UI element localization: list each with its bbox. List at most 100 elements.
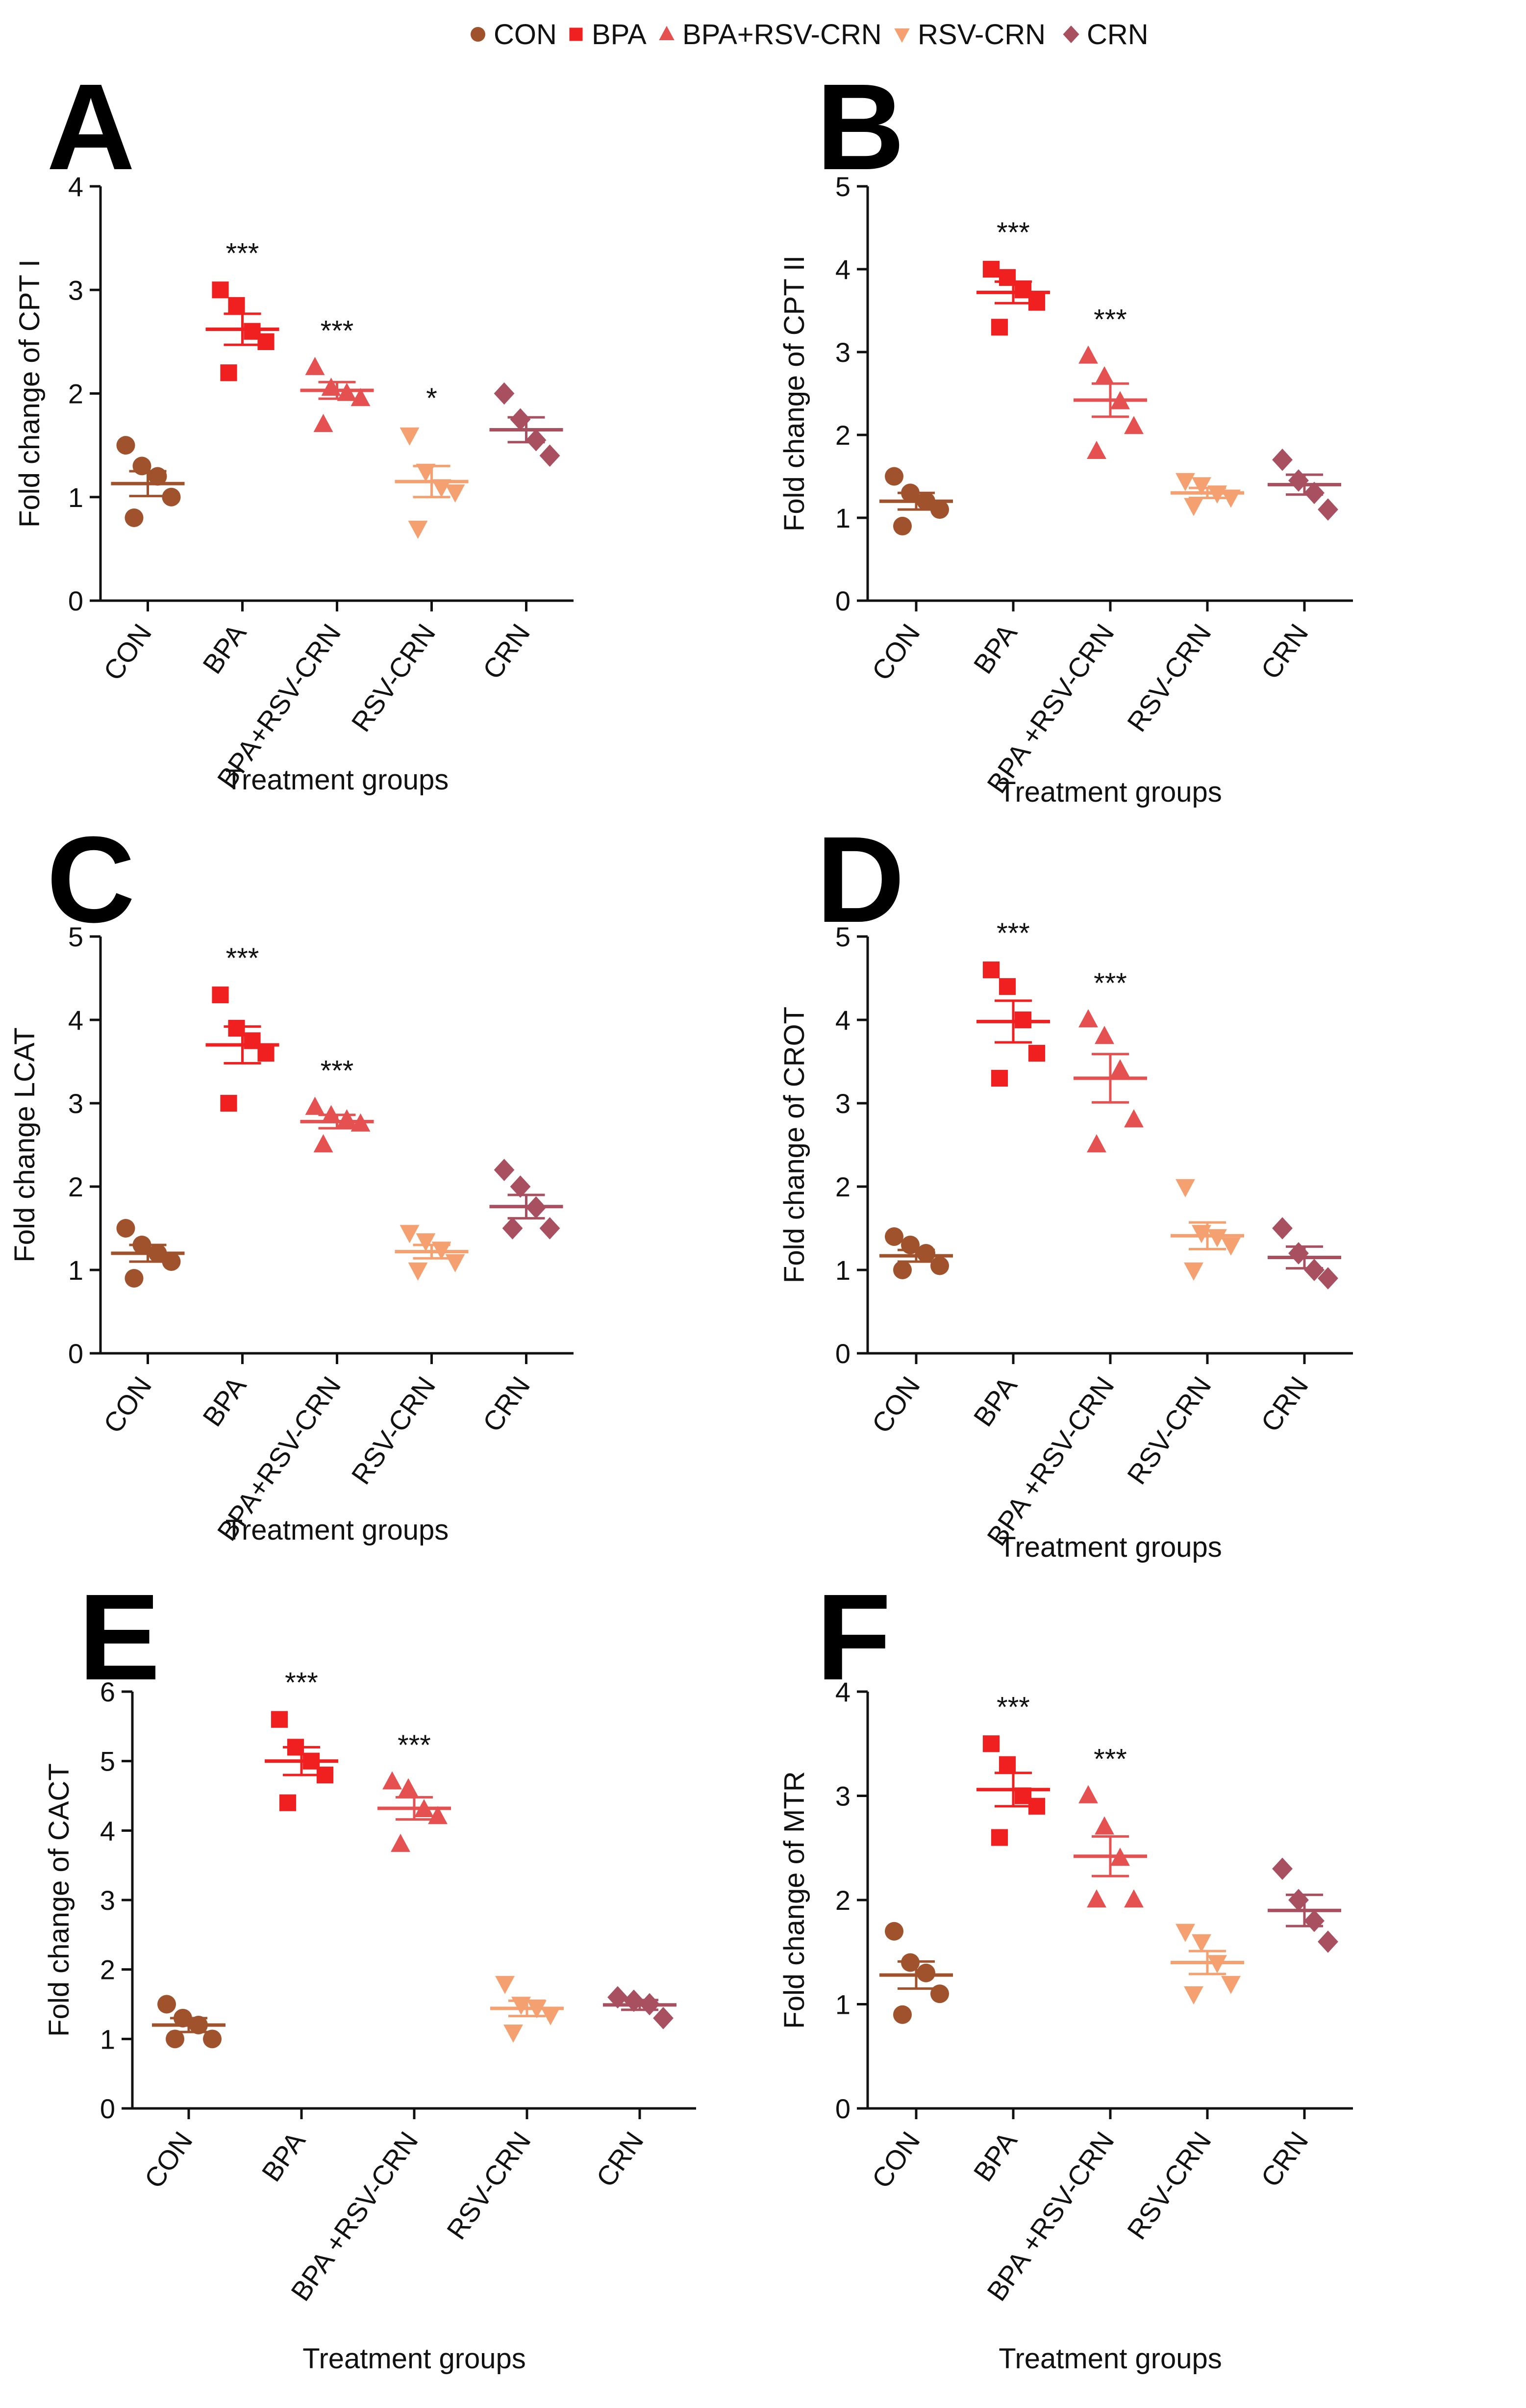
y-tick-label: 4 [835,254,851,285]
y-tick-label: 0 [835,585,851,616]
data-point [116,436,135,455]
y-tick-label: 6 [100,1676,115,1707]
series-bpa-rsv-crn: *** [1074,304,1147,459]
series-con [111,436,185,527]
data-point [1087,440,1106,459]
series-crn [489,382,563,467]
data-point [982,260,1000,278]
y-tick-label: 5 [68,921,83,952]
series-bpa-rsv-crn: *** [300,1055,374,1153]
data-point [428,1806,448,1825]
data-point [930,1256,949,1275]
data-point [539,1217,560,1240]
series-bpa: *** [265,1667,338,1811]
data-point [885,467,903,486]
data-point [503,2024,523,2043]
data-point [525,429,547,452]
data-point [228,297,245,314]
y-tick-label: 2 [835,1171,851,1202]
y-tick-label: 3 [835,1781,851,1812]
data-point [271,1711,288,1728]
data-point [257,333,275,350]
significance-label: *** [226,942,259,974]
x-axis-title: Treatment groups [999,1531,1222,1563]
y-tick-label: 5 [835,921,851,952]
data-point [1318,1930,1338,1953]
data-point [991,319,1008,336]
data-point [917,1244,935,1263]
data-point [391,1833,410,1852]
data-point [1304,1259,1325,1281]
data-point [991,1069,1008,1087]
data-point [1192,1934,1211,1952]
significance-label: *** [226,237,259,269]
y-tick-label: 4 [68,1005,83,1036]
data-point [1184,498,1203,516]
data-point [653,2007,674,2029]
data-point [116,1219,135,1238]
data-point [257,1044,275,1062]
series-bpa: *** [976,917,1050,1087]
panel-letter: C [47,811,135,948]
data-point [991,1829,1008,1846]
data-point [495,1976,515,1994]
data-point [1318,498,1338,521]
series-bpa: *** [976,217,1050,336]
y-tick-label: 3 [835,337,851,368]
data-point [917,1963,935,1982]
data-point [1124,416,1144,434]
data-point [431,479,451,498]
data-point [930,500,949,519]
data-point [1078,1785,1098,1803]
legend-item-rsv-crn: RSV-CRN [894,19,1046,51]
data-point [1318,1267,1338,1290]
series-rsv-crn: * [395,382,469,539]
y-tick-label: 0 [100,2093,115,2124]
legend-label: BPA+RSV-CRN [682,19,882,51]
series-crn [1268,448,1341,521]
data-point [1095,1816,1114,1835]
y-tick-label: 2 [100,1954,115,1985]
data-point [982,961,1000,979]
series-crn [489,1159,563,1240]
series-con [879,467,953,535]
significance-label: *** [398,1729,431,1761]
x-axis-title: Treatment groups [302,2343,526,2375]
data-point [1078,345,1098,364]
data-point [313,414,333,432]
data-point [1176,1179,1195,1197]
data-point [445,484,465,503]
data-point [212,281,229,299]
panel-letter: B [816,58,905,195]
series-bpa-rsv-crn: *** [1074,967,1147,1153]
y-tick-label: 1 [835,1989,851,2020]
data-point [305,356,325,375]
significance-label: *** [997,917,1030,949]
data-point [930,1984,949,2003]
y-tick-label: 0 [68,1338,83,1369]
legend-marker [1063,25,1079,43]
data-point [1124,1109,1144,1128]
legend: CON BPA BPA+RSV-CRN RSV-CRN CRN [471,19,1149,51]
series-rsv-crn [1171,1924,1244,2005]
panel-letter: E [78,1569,160,1705]
panel-letter: A [47,58,135,195]
data-point [1184,1262,1203,1281]
data-point [350,388,371,406]
significance-label: *** [321,1055,354,1087]
data-point [162,487,181,507]
data-point [893,2005,912,2024]
series-rsv-crn [490,1976,564,2043]
data-point [502,1217,523,1240]
data-point [220,364,237,381]
data-point [1110,1059,1130,1078]
legend-item-bpa-rsv-crn: BPA+RSV-CRN [659,19,882,51]
y-tick-label: 0 [68,585,83,616]
y-tick-label: 1 [835,503,851,533]
significance-label: *** [321,315,354,347]
significance-label: *** [1094,1744,1127,1775]
legend-label: CON [494,19,557,51]
series-con [152,1995,225,2049]
